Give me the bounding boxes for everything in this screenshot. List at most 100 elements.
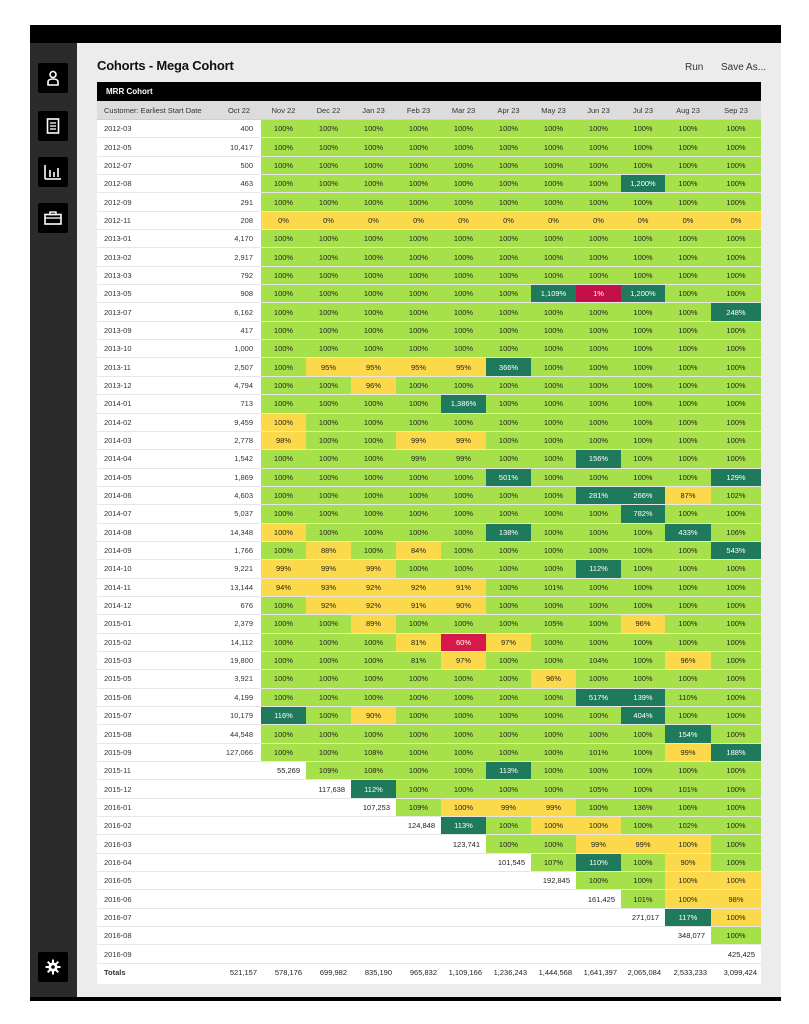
- retention-cell: 102%: [665, 816, 711, 836]
- cohort-label: 2014-07: [97, 504, 217, 524]
- retention-cell: 100%: [621, 266, 665, 286]
- retention-cell: 81%: [396, 651, 441, 671]
- column-header-month[interactable]: Jun 23: [576, 101, 621, 120]
- retention-cell: 0%: [441, 211, 486, 231]
- table-row: 2016-06 161,425 101% 100% 98%: [97, 889, 761, 909]
- cohort-start-value: 101,545: [486, 853, 531, 873]
- cohort-base-value: [217, 798, 261, 818]
- sidebar-item-settings[interactable]: [38, 952, 68, 982]
- retention-cell: 100%: [665, 266, 711, 286]
- retention-cell: 100%: [306, 192, 351, 212]
- retention-cell: 100%: [486, 706, 531, 726]
- cohort-label: 2015-01: [97, 614, 217, 634]
- retention-cell: 100%: [665, 394, 711, 414]
- retention-cell: 100%: [306, 413, 351, 432]
- retention-cell: 112%: [576, 559, 621, 579]
- table-row: 2016-03 123,741 100% 100% 99% 99% 100% 100%: [97, 834, 761, 854]
- retention-cell: 404%: [621, 706, 665, 726]
- cohort-label: 2013-07: [97, 302, 217, 322]
- sidebar-item-user[interactable]: [38, 63, 68, 93]
- sidebar-item-portfolio[interactable]: [38, 203, 68, 233]
- retention-cell: 100%: [711, 651, 761, 671]
- empty-cell: [486, 944, 531, 964]
- panel-title: MRR Cohort: [97, 82, 761, 101]
- table-row: 2015-03 19,800 100% 100% 100% 81% 97% 100% 100% 1…: [97, 651, 761, 671]
- sidebar-item-reports[interactable]: [38, 111, 68, 141]
- retention-cell: 106%: [711, 523, 761, 542]
- bar-chart-icon: [44, 164, 62, 180]
- cohort-label: 2014-06: [97, 486, 217, 506]
- retention-cell: 100%: [351, 339, 396, 359]
- cohort-label: 2012-08: [97, 174, 217, 194]
- retention-cell: 100%: [486, 431, 531, 451]
- totals-label: Totals: [97, 963, 217, 982]
- empty-cell: [306, 816, 351, 836]
- column-header-cohort[interactable]: Customer: Earliest Start Date: [97, 101, 217, 120]
- retention-cell: 100%: [665, 614, 711, 634]
- column-header-month[interactable]: Feb 23: [396, 101, 441, 120]
- retention-cell: 102%: [711, 486, 761, 506]
- retention-cell: 100%: [711, 559, 761, 579]
- total-value: 1,641,397: [576, 963, 621, 982]
- column-header-month[interactable]: Nov 22: [261, 101, 306, 120]
- save-as-button[interactable]: Save As...: [721, 62, 767, 73]
- run-button[interactable]: Run: [685, 62, 704, 73]
- retention-cell: 100%: [486, 321, 531, 341]
- column-header-month[interactable]: Apr 23: [486, 101, 531, 120]
- table-row: 2016-02 124,848 113% 100% 100% 100% 100% 102% 10…: [97, 816, 761, 836]
- retention-cell: 136%: [621, 798, 665, 818]
- sidebar-item-charts[interactable]: [38, 157, 68, 187]
- column-header-month[interactable]: May 23: [531, 101, 576, 120]
- table-row: 2015-09 127,066 100% 100% 108% 100% 100% 100% 10…: [97, 743, 761, 763]
- retention-cell: 266%: [621, 486, 665, 506]
- retention-cell: 100%: [711, 339, 761, 359]
- empty-cell: [531, 889, 576, 909]
- retention-cell: 100%: [306, 706, 351, 726]
- column-header-month[interactable]: Oct 22: [217, 101, 261, 120]
- retention-cell: 100%: [261, 468, 306, 487]
- cohort-base-value: 1,542: [217, 449, 261, 469]
- column-header-month[interactable]: Jul 23: [621, 101, 665, 120]
- empty-cell: [486, 871, 531, 891]
- retention-cell: 100%: [576, 174, 621, 194]
- cohort-base-value: [217, 908, 261, 928]
- retention-cell: 100%: [351, 284, 396, 304]
- retention-cell: 100%: [711, 853, 761, 873]
- retention-cell: 100%: [306, 229, 351, 249]
- retention-cell: 100%: [576, 761, 621, 781]
- retention-cell: 100%: [306, 119, 351, 139]
- column-header-month[interactable]: Dec 22: [306, 101, 351, 120]
- table-header-row: Customer: Earliest Start Date Oct 22 Nov 2…: [97, 101, 761, 120]
- column-header-month[interactable]: Mar 23: [441, 101, 486, 120]
- cohort-label: 2016-09: [97, 944, 217, 964]
- column-header-month[interactable]: Aug 23: [665, 101, 711, 120]
- retention-cell: 100%: [486, 504, 531, 524]
- retention-cell: 100%: [396, 743, 441, 763]
- total-value: 3,099,424: [711, 963, 761, 982]
- gear-icon: [45, 959, 61, 975]
- column-header-month[interactable]: Sep 23: [711, 101, 761, 120]
- retention-cell: 100%: [665, 633, 711, 652]
- retention-cell: 95%: [396, 357, 441, 377]
- retention-cell: 100%: [396, 394, 441, 414]
- retention-cell: 100%: [665, 578, 711, 597]
- retention-cell: 91%: [441, 578, 486, 597]
- retention-cell: 100%: [576, 633, 621, 652]
- retention-cell: 100%: [396, 559, 441, 579]
- column-header-month[interactable]: Jan 23: [351, 101, 396, 120]
- retention-cell: 100%: [486, 596, 531, 616]
- retention-cell: 100%: [306, 486, 351, 506]
- empty-cell: [621, 944, 665, 964]
- retention-cell: 100%: [711, 413, 761, 432]
- retention-cell: 100%: [306, 339, 351, 359]
- retention-cell: 100%: [306, 156, 351, 176]
- retention-cell: 100%: [261, 137, 306, 157]
- retention-cell: 100%: [576, 266, 621, 286]
- retention-cell: 100%: [306, 449, 351, 469]
- retention-cell: 100%: [396, 321, 441, 341]
- retention-cell: 100%: [261, 376, 306, 396]
- retention-cell: 100%: [441, 156, 486, 176]
- table-row: 2012-07 500 100% 100% 100% 100% 100% 100% 100% 10…: [97, 156, 761, 176]
- retention-cell: 100%: [665, 669, 711, 689]
- retention-cell: 100%: [441, 724, 486, 744]
